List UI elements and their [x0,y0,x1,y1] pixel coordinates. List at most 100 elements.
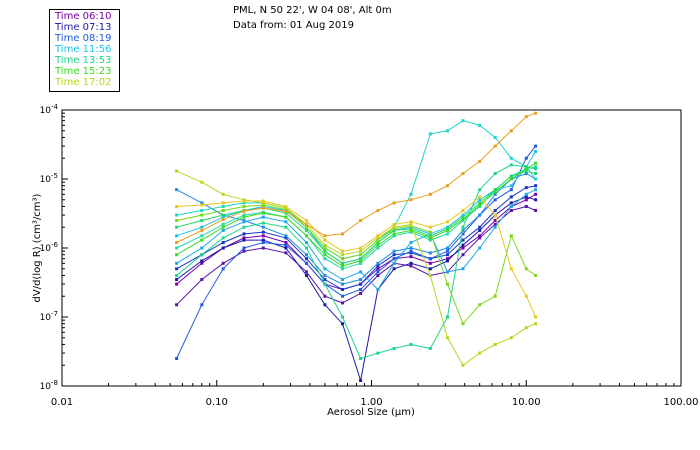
data-point [409,220,413,224]
data-point [200,209,204,212]
data-point [242,225,246,229]
data-point [446,315,449,319]
data-point [341,288,344,291]
data-point [175,213,179,217]
x-axis-label: Aerosol Size (µm) [327,407,415,418]
data-point [493,222,497,226]
data-point [461,232,465,236]
data-point [284,246,288,250]
data-point [478,236,482,240]
data-point [409,198,413,202]
data-point [242,249,246,253]
data-point [175,357,179,360]
data-point [493,172,497,175]
data-point [428,230,432,234]
data-point [493,209,497,212]
data-point [284,215,288,219]
data-point [534,177,538,181]
data-point [493,219,497,222]
data-point [221,261,225,265]
data-point [428,234,432,238]
data-point [175,282,179,286]
data-point [221,222,225,226]
data-point [200,228,204,232]
data-point [323,249,327,253]
data-point [478,228,482,232]
data-point [446,259,449,263]
data-point [446,184,449,188]
data-point [261,230,265,234]
data-point [534,198,538,202]
data-point [200,203,204,207]
data-point [305,234,308,238]
series-line [176,193,536,291]
data-point [359,219,363,222]
data-point [284,243,288,247]
data-point [305,261,308,265]
data-point [221,192,225,196]
data-point [341,261,344,265]
data-point [524,156,528,160]
series-13:20 [175,165,538,271]
data-point [461,243,465,247]
series-line [176,166,536,270]
data-point [261,225,265,229]
data-point [392,257,396,261]
data-point [461,217,465,221]
data-point [359,379,363,382]
data-point [323,253,327,257]
data-point [524,169,528,173]
data-point [524,165,528,169]
data-point [200,213,204,217]
data-point [200,238,204,242]
data-point [175,278,179,281]
legend-item: Time 13:53 [55,55,112,66]
data-point [534,167,538,171]
series-08:19 [175,144,538,360]
data-point [409,249,413,253]
data-point [341,301,344,305]
data-point [376,243,380,247]
data-point [409,261,413,265]
data-point [305,228,308,232]
data-point [478,195,482,199]
data-point [461,172,465,175]
data-point [341,249,344,253]
data-point [341,257,344,261]
data-point [446,246,449,250]
data-point [359,257,363,261]
y-tick-label: 10-8 [40,379,58,392]
data-point [509,188,513,192]
data-point [524,195,528,199]
data-point [261,206,265,210]
data-point [200,261,204,265]
legend-item: Time 07:13 [55,22,112,33]
data-point [534,150,538,153]
data-point [175,219,179,222]
data-point [461,225,465,229]
data-point [509,336,513,340]
legend-item: Time 11:56 [55,44,112,55]
data-point [376,234,380,238]
series-17:30 [175,195,538,319]
data-point [376,274,380,277]
data-point [261,238,265,242]
data-point [493,343,497,346]
data-point [305,225,308,229]
legend: Time 06:10 Time 07:13 Time 08:19 Time 11… [49,9,120,92]
data-point [284,251,288,255]
data-point [305,274,308,277]
data-point [261,199,265,203]
data-point [359,261,363,265]
data-point [200,278,204,281]
x-tick-label: 0.01 [51,397,73,408]
data-point [359,278,363,281]
data-point [534,209,538,212]
data-point [200,201,204,205]
data-point [221,225,225,229]
data-point [446,253,449,257]
data-point [284,209,288,213]
data-point [261,203,265,207]
data-point [478,351,482,355]
data-point [461,322,465,326]
